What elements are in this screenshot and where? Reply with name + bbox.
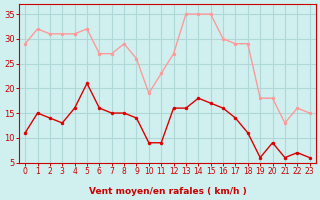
X-axis label: Vent moyen/en rafales ( km/h ): Vent moyen/en rafales ( km/h ) — [89, 187, 246, 196]
